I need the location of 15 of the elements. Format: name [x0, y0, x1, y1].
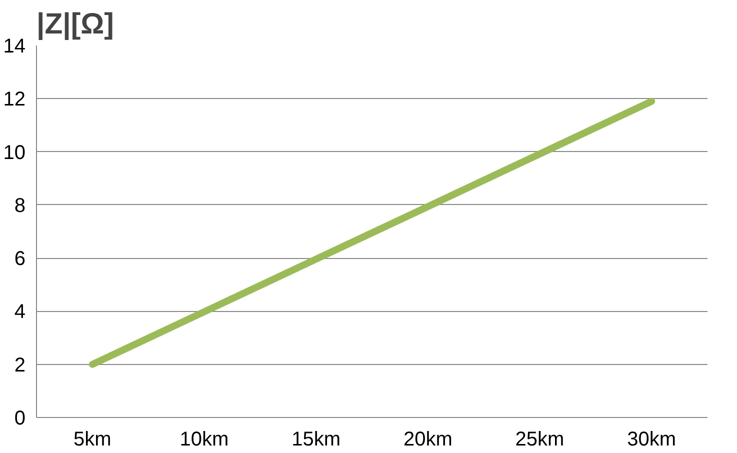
- chart-title: |Z|[Ω]: [36, 8, 114, 40]
- x-tick-label: 25km: [515, 428, 564, 450]
- x-tick-label: 5km: [74, 428, 112, 450]
- y-tick-label: 8: [14, 194, 26, 217]
- y-tick-label: 10: [3, 142, 26, 164]
- x-tick-label: 10km: [180, 428, 229, 450]
- y-tick-label: 4: [14, 301, 26, 324]
- y-tick-label: 14: [3, 36, 26, 58]
- x-tick-label: 20km: [403, 428, 452, 450]
- y-tick-label: 12: [3, 88, 26, 111]
- y-tick-label: 0: [14, 408, 26, 430]
- x-tick-label: 15km: [292, 428, 341, 450]
- x-tick-label: 30km: [627, 428, 676, 450]
- y-tick-label: 2: [14, 354, 26, 376]
- y-tick-label: 6: [14, 248, 26, 270]
